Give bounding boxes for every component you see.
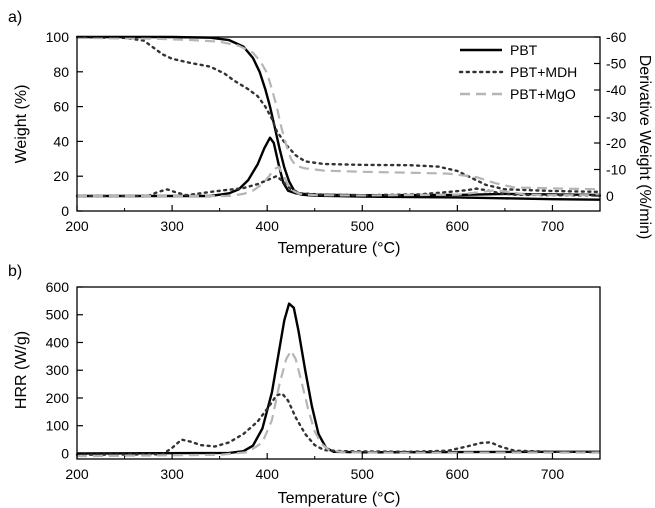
panel-a-x-tick-label: 400 <box>256 218 280 234</box>
panel-a-series-pbt-mdh-weight <box>75 35 602 194</box>
legend-label-pbt-mdh: PBT+MDH <box>510 64 577 80</box>
legend: PBT PBT+MDH PBT+MgO <box>458 42 577 102</box>
panel-b-y-axis-label: HRR (W/g) <box>13 331 30 409</box>
panel-b-x-tick-label: 300 <box>160 466 184 482</box>
panel-b-series-pbt <box>76 302 600 455</box>
panel-a-y2-axis-label: Derivative Weight (%/min) <box>636 55 653 240</box>
panel-a-series <box>75 35 602 201</box>
panel-b-y-tick-label: 400 <box>46 334 70 350</box>
panel-a-y-tick-label: 0 <box>61 203 69 219</box>
panel-a-x-axis-ticks: 200 300 400 500 600 700 <box>65 205 564 234</box>
panel-b-y-tick-label: 100 <box>46 418 70 434</box>
panel-b-x-axis-label: Temperature (°C) <box>278 490 401 507</box>
panel-b-y-tick-label: 500 <box>46 307 70 323</box>
panel-a-x-tick-label: 500 <box>351 218 375 234</box>
panel-a-series-pbt-weight <box>77 35 601 201</box>
panel-b-y-tick-label: 0 <box>61 445 69 461</box>
panel-b-x-tick-label: 500 <box>351 466 375 482</box>
panel-b-x-tick-label: 600 <box>446 466 470 482</box>
panel-b-label: b) <box>8 263 22 280</box>
legend-label-pbt-mgo: PBT+MgO <box>510 86 576 102</box>
panel-a-y-axis-ticks: 0 20 40 60 80 100 <box>46 29 83 219</box>
panel-b-series-pbt-mgo <box>76 349 600 458</box>
panel-b-y-tick-label: 600 <box>46 279 70 295</box>
panel-a-y2-axis-ticks: 0 -10 -20 -30 -40 -50 -60 <box>594 29 626 204</box>
panel-a-plot-frame <box>76 36 601 212</box>
panel-a-y2-tick-label: -10 <box>606 162 626 178</box>
panel-a: a) 200 300 400 500 600 700 0 20 40 60 80 100 0 -10 -… <box>8 9 653 257</box>
panel-a-y-tick-label: 80 <box>53 64 69 80</box>
panel-b-x-tick-label: 200 <box>65 466 89 482</box>
panel-b-y-tick-label: 300 <box>46 362 70 378</box>
panel-b-x-tick-label: 700 <box>541 466 565 482</box>
panel-b-series-pbt-mdh <box>75 392 602 456</box>
panel-a-label: a) <box>8 9 22 26</box>
panel-b-plot-frame <box>76 286 601 460</box>
panel-a-x-tick-label: 600 <box>446 218 470 234</box>
legend-label-pbt: PBT <box>510 42 538 58</box>
panel-a-y2-tick-label: -30 <box>606 109 626 125</box>
panel-a-y-tick-label: 100 <box>46 29 70 45</box>
panel-a-y2-tick-label: -20 <box>606 135 626 151</box>
panel-a-y-tick-label: 20 <box>53 168 69 184</box>
panel-a-y2-tick-label: -40 <box>606 82 626 98</box>
panel-a-x-tick-label: 200 <box>65 218 89 234</box>
panel-b-y-axis-ticks: 0 100 200 300 400 500 600 <box>46 279 83 461</box>
panel-a-y-axis-label: Weight (%) <box>13 85 30 164</box>
panel-b: b) 200 300 400 500 600 700 0 100 200 300 400 500 60… <box>8 263 602 507</box>
panel-a-series-pbt-mdh-derivative <box>75 174 602 198</box>
panel-a-x-tick-label: 700 <box>541 218 565 234</box>
panel-a-y2-tick-label: -50 <box>606 56 626 72</box>
panel-b-x-tick-label: 400 <box>256 466 280 482</box>
panel-b-series <box>75 302 602 458</box>
panel-b-y-tick-label: 200 <box>46 390 70 406</box>
panel-a-x-axis-label: Temperature (°C) <box>278 240 401 257</box>
panel-a-series-pbt-mgo-derivative <box>77 165 600 198</box>
panel-a-x-tick-label: 300 <box>160 218 184 234</box>
panel-a-series-pbt-mgo-weight <box>76 36 601 191</box>
panel-a-y-tick-label: 40 <box>53 133 69 149</box>
panel-a-y-tick-label: 60 <box>53 99 69 115</box>
panel-a-y2-tick-label: 0 <box>606 188 614 204</box>
panel-b-x-axis-ticks: 200 300 400 500 600 700 <box>65 453 564 482</box>
panel-a-y2-tick-label: -60 <box>606 29 626 45</box>
